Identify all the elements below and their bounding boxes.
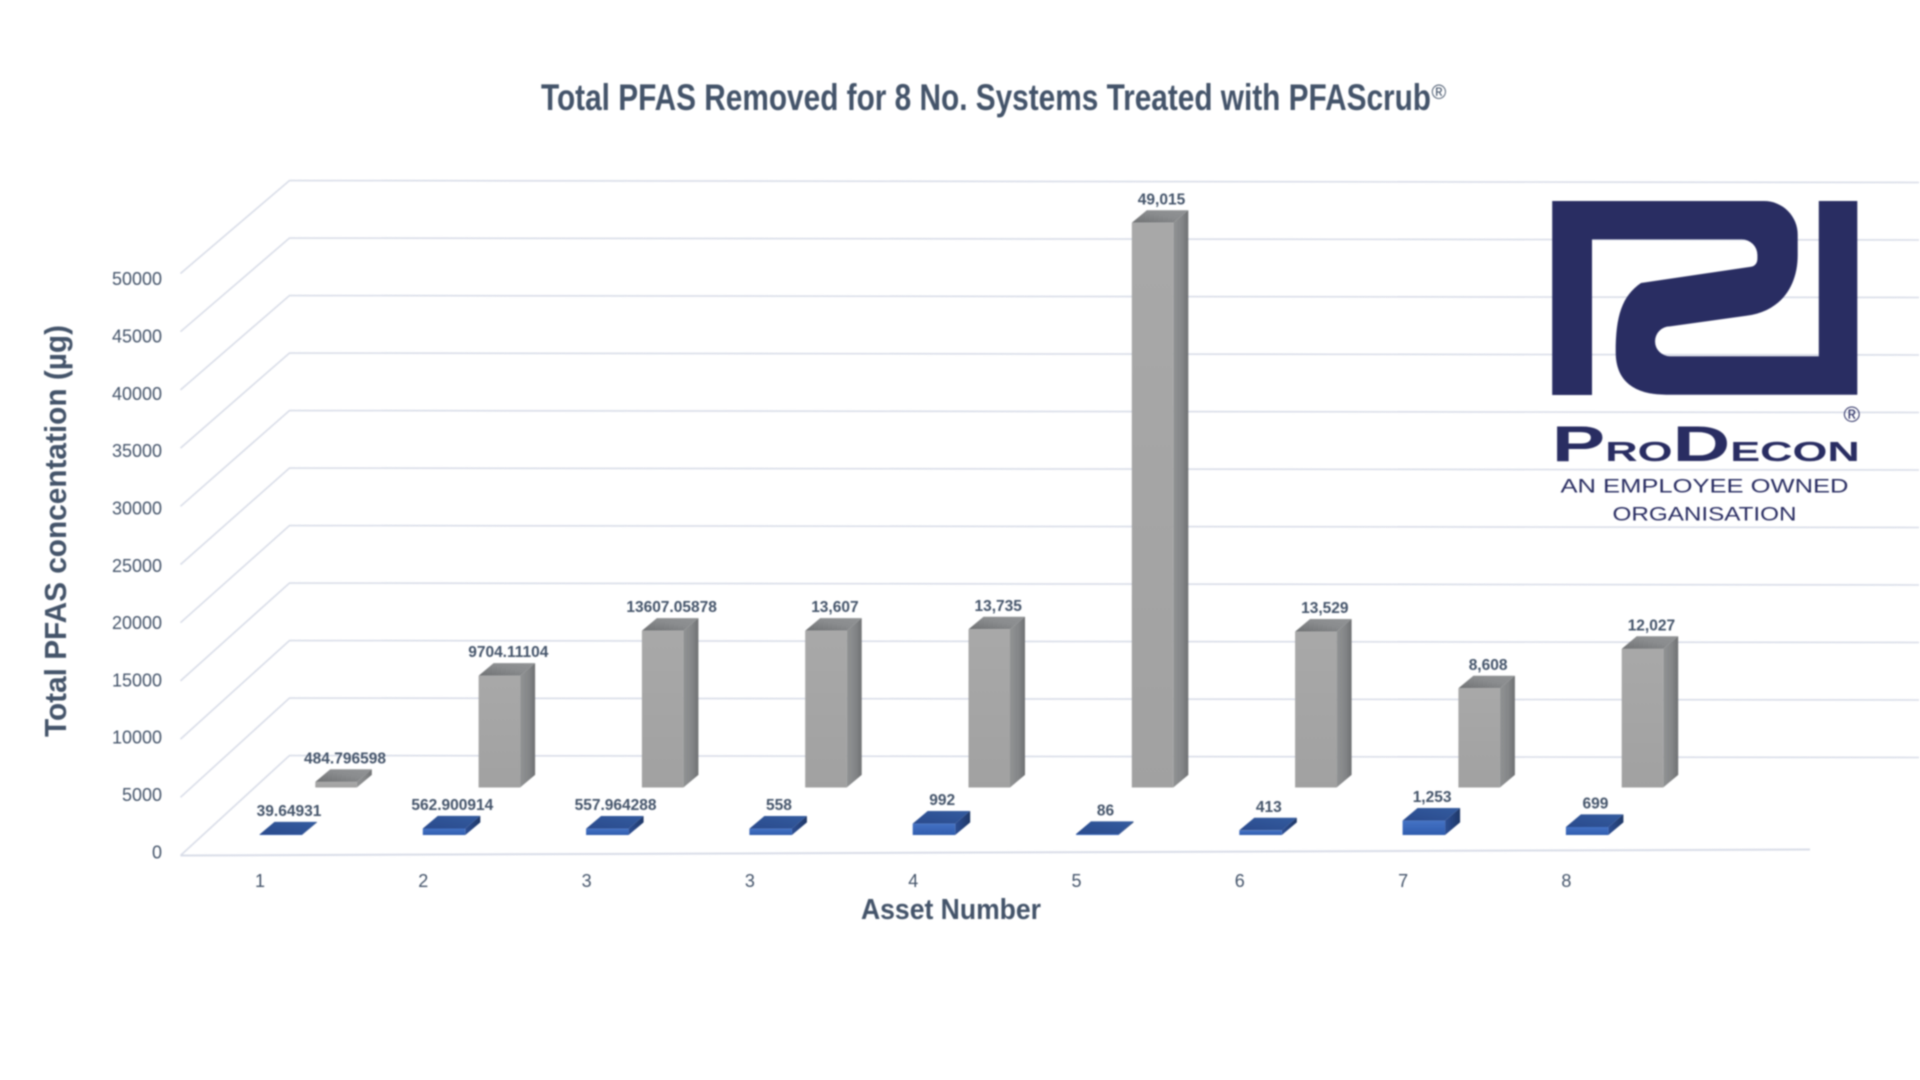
svg-text:13607.05878: 13607.05878 — [626, 599, 717, 616]
svg-text:413: 413 — [1256, 799, 1282, 816]
svg-text:1,253: 1,253 — [1413, 789, 1452, 806]
svg-text:3: 3 — [582, 871, 592, 891]
svg-text:484.796598: 484.796598 — [304, 750, 386, 767]
svg-text:Asset Number: Asset Number — [861, 894, 1041, 926]
svg-text:30000: 30000 — [112, 498, 162, 518]
svg-text:Total PFAS Removed for 8 No. S: Total PFAS Removed for 8 No. Systems Tre… — [541, 77, 1431, 118]
svg-text:558: 558 — [766, 797, 792, 814]
svg-text:40000: 40000 — [112, 384, 162, 404]
svg-text:®: ® — [1844, 402, 1861, 427]
svg-text:AN EMPLOYEE OWNED: AN EMPLOYEE OWNED — [1561, 476, 1849, 498]
svg-text:4: 4 — [908, 871, 918, 891]
svg-text:8: 8 — [1561, 871, 1571, 891]
svg-text:50000: 50000 — [112, 269, 162, 289]
svg-text:557.964288: 557.964288 — [575, 797, 657, 814]
svg-text:13,735: 13,735 — [974, 598, 1022, 615]
svg-text:10000: 10000 — [112, 728, 162, 748]
svg-text:35000: 35000 — [112, 441, 162, 461]
svg-text:992: 992 — [929, 792, 955, 809]
svg-text:9704.11104: 9704.11104 — [468, 644, 549, 661]
svg-text:7: 7 — [1398, 871, 1408, 891]
svg-text:0: 0 — [152, 842, 162, 862]
svg-text:39.64931: 39.64931 — [257, 803, 322, 820]
svg-text:86: 86 — [1097, 803, 1115, 820]
svg-text:2: 2 — [418, 871, 428, 891]
svg-text:15000: 15000 — [112, 670, 162, 690]
svg-text:®: ® — [1432, 82, 1447, 104]
svg-text:562.900914: 562.900914 — [411, 797, 493, 814]
svg-text:5: 5 — [1071, 871, 1081, 891]
svg-text:49,015: 49,015 — [1138, 191, 1186, 208]
svg-text:3: 3 — [745, 871, 755, 891]
svg-text:ORGANISATION: ORGANISATION — [1613, 504, 1797, 526]
svg-text:13,529: 13,529 — [1301, 600, 1349, 617]
svg-text:5000: 5000 — [122, 785, 162, 805]
svg-text:25000: 25000 — [112, 556, 162, 576]
svg-text:8,608: 8,608 — [1469, 657, 1508, 674]
svg-text:13,607: 13,607 — [811, 599, 858, 616]
svg-text:20000: 20000 — [112, 613, 162, 633]
svg-text:45000: 45000 — [112, 326, 162, 346]
svg-text:1: 1 — [255, 871, 265, 891]
svg-text:6: 6 — [1235, 871, 1245, 891]
svg-text:699: 699 — [1582, 796, 1608, 813]
svg-text:Total PFAS concentation (µg): Total PFAS concentation (µg) — [38, 325, 73, 737]
svg-text:12,027: 12,027 — [1628, 617, 1675, 634]
